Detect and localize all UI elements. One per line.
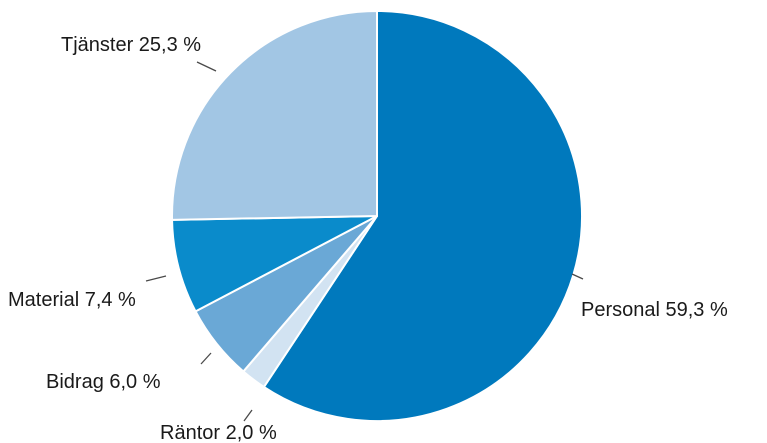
leader-line-bidrag	[200, 352, 212, 365]
leader-line-tjanster	[196, 61, 217, 72]
pie-slice-tjanster	[171, 10, 378, 221]
leader-line-material	[145, 275, 167, 282]
slice-label-personal: Personal 59,3 %	[581, 299, 728, 321]
slice-label-tjanster: Tjänster 25,3 %	[61, 34, 201, 56]
pie-slices	[171, 10, 583, 422]
slice-label-rantor: Räntor 2,0 %	[160, 422, 277, 443]
slice-labels: Personal 59,3 % Räntor 2,0 % Bidrag 6,0 % M…	[8, 34, 728, 443]
slice-label-material: Material 7,4 %	[8, 289, 136, 311]
slice-label-bidrag: Bidrag 6,0 %	[46, 371, 161, 393]
leader-line-personal	[571, 273, 584, 280]
leader-line-rantor	[243, 409, 253, 422]
label-leader-lines	[145, 61, 584, 422]
